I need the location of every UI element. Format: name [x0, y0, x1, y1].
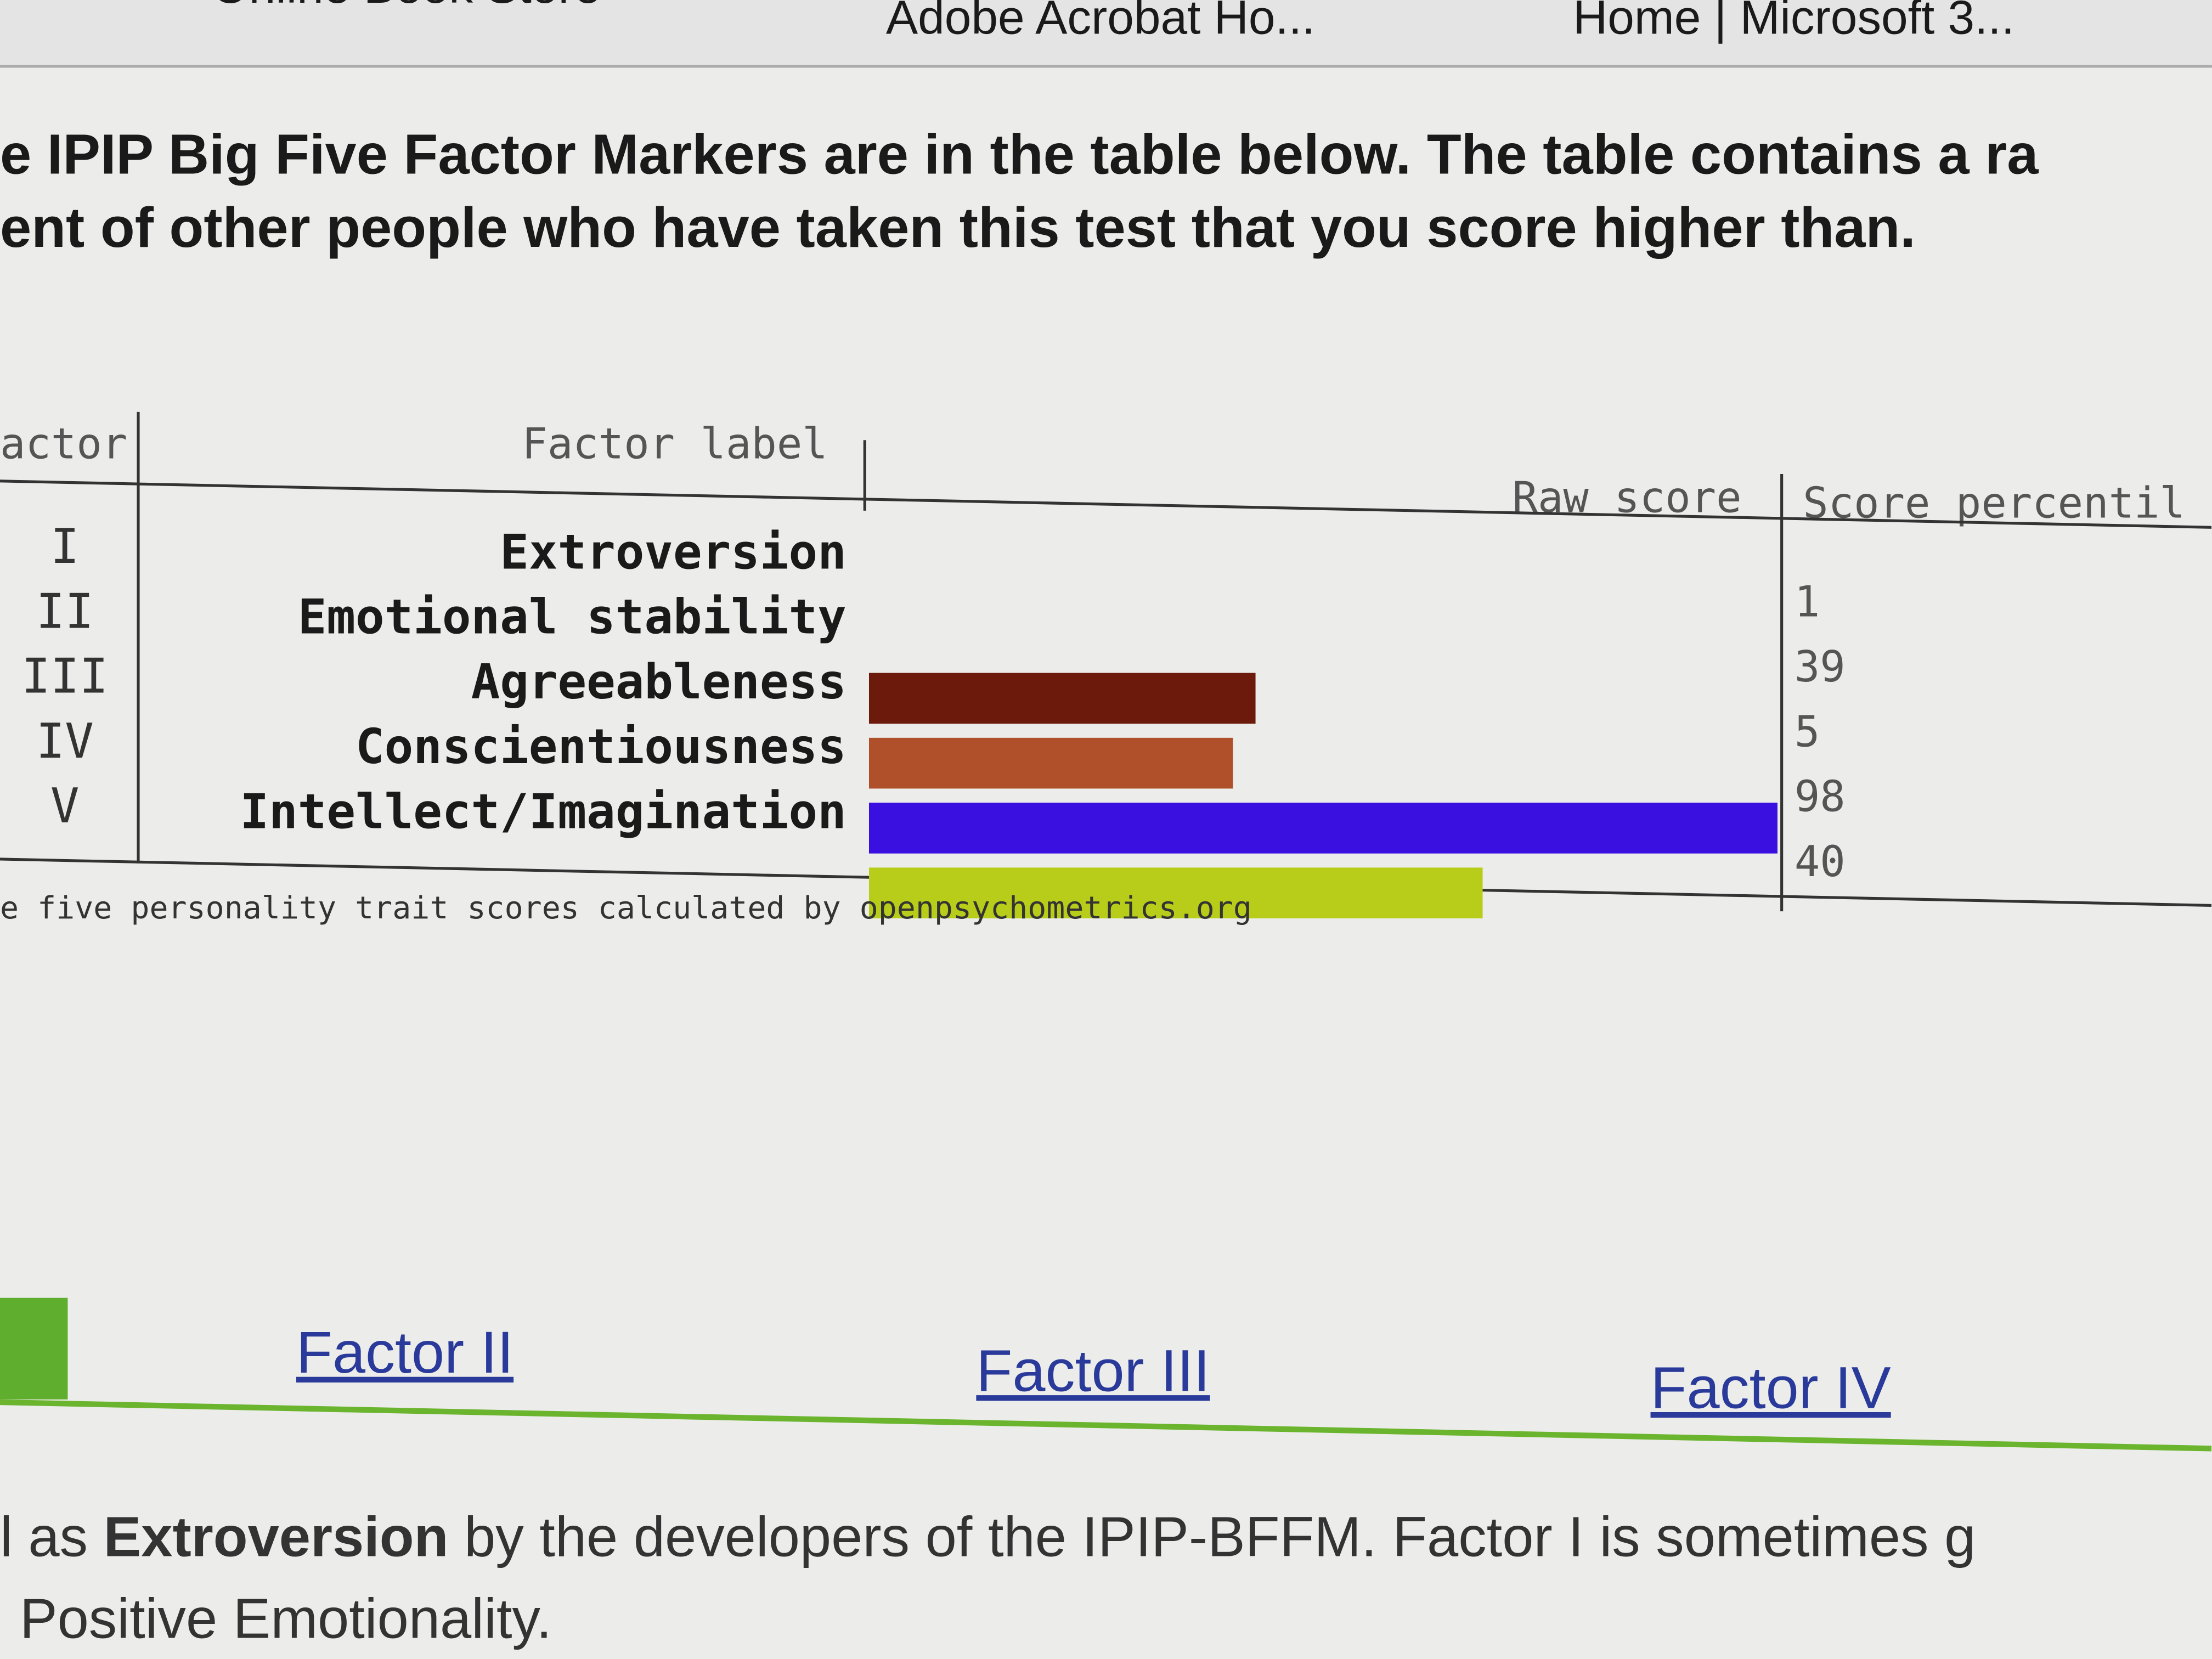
- factor-tab[interactable]: Factor II: [296, 1319, 514, 1386]
- tab-indicator: [0, 1297, 68, 1400]
- factor-number: II: [36, 584, 94, 641]
- factor-number: V: [50, 778, 80, 836]
- factor-label: Extroversion: [500, 524, 847, 582]
- intro-line: ent of other people who have taken this …: [0, 197, 1916, 260]
- bookmark[interactable]: Adobe Acrobat Ho...: [885, 0, 1316, 46]
- text: by the developers of the IPIP-BFFM. Fact…: [464, 1506, 1976, 1569]
- raw-score-bar: [868, 737, 1233, 789]
- factor-number: IV: [36, 714, 94, 770]
- column-border: [1780, 473, 1784, 912]
- percentile: 40: [1794, 838, 1846, 888]
- factor-label: Conscientiousness: [355, 719, 847, 776]
- raw-score-bar: [868, 867, 1482, 918]
- column-border: [137, 411, 140, 864]
- factor-label: Agreeableness: [471, 654, 847, 711]
- factor-number: III: [21, 648, 109, 706]
- bookmarks-bar: Online Book Store Adobe Acrobat Ho... Ho…: [0, 0, 2212, 68]
- raw-score-bar: [868, 673, 1255, 724]
- factor-tab[interactable]: Factor IV: [1650, 1354, 1891, 1421]
- intro-line: e IPIP Big Five Factor Markers are in th…: [0, 124, 2039, 187]
- factor-label: Intellect/Imagination: [240, 784, 847, 841]
- bookmark[interactable]: Online Book Store: [212, 0, 601, 15]
- description: Positive Emotionality.: [19, 1588, 552, 1651]
- term: Extroversion: [103, 1506, 449, 1569]
- factor-label: Emotional stability: [297, 589, 847, 646]
- column-border: [863, 440, 866, 511]
- percentile: 1: [1794, 578, 1820, 628]
- header-cell: Factor label: [522, 420, 828, 470]
- header-cell: actor: [0, 420, 128, 470]
- score-table: actor Factor label Raw score Score perce…: [0, 411, 2212, 927]
- raw-score-bar: [868, 803, 1778, 854]
- caption: e five personality trait scores calculat…: [0, 891, 1252, 927]
- percentile: 5: [1794, 708, 1820, 758]
- factor-tab[interactable]: Factor III: [976, 1337, 1210, 1404]
- factor-number: I: [50, 519, 80, 576]
- description: l as Extroversion by the developers of t…: [0, 1506, 1976, 1570]
- bookmark[interactable]: Home | Microsoft 3...: [1573, 0, 2015, 46]
- percentile: 39: [1794, 643, 1846, 693]
- text: l as: [0, 1506, 88, 1569]
- percentile: 98: [1794, 773, 1846, 823]
